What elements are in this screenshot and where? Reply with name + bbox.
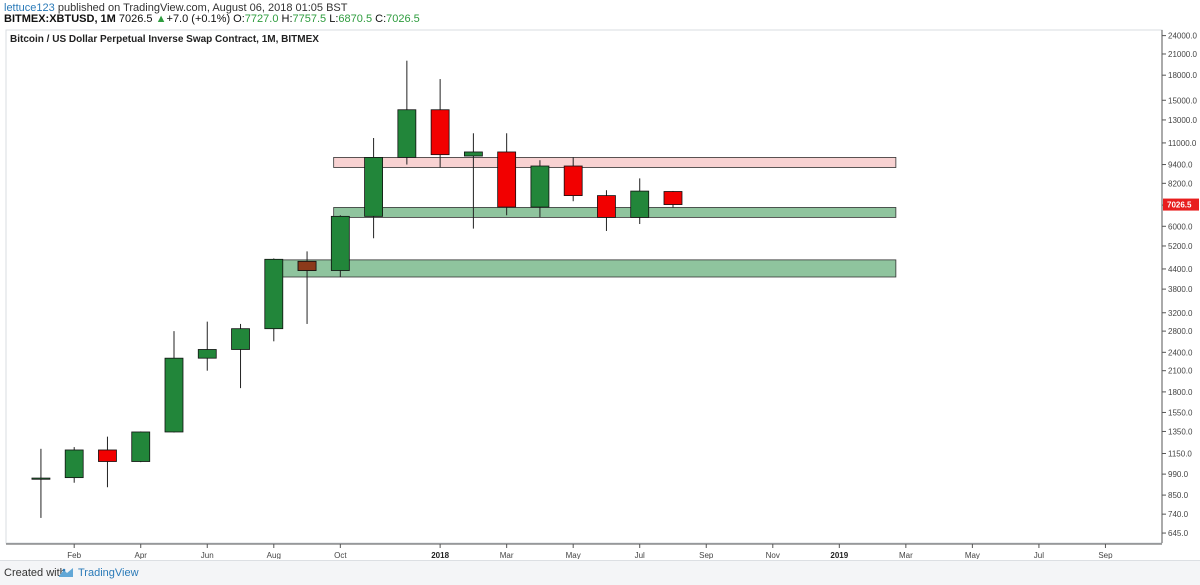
y-tick-label: 11000.0 (1168, 139, 1197, 148)
low-value: 6870.5 (338, 13, 373, 25)
tradingview-logo-icon[interactable] (58, 567, 74, 578)
open-value: 7727.0 (244, 13, 279, 25)
support-zone (268, 259, 897, 278)
candle-body[interactable] (164, 357, 184, 433)
candle-body[interactable] (64, 449, 84, 479)
chart-area[interactable]: 645.0 740.0 850.0 990.0 1150.0 1350.0 1550.0 18… (0, 26, 1200, 559)
candle-body[interactable] (630, 190, 650, 218)
last-price-tag-label: 7026.5 (1167, 201, 1192, 210)
x-tick-label: Jul (1034, 551, 1044, 559)
y-tick-label: 740.0 (1168, 510, 1189, 519)
candle-body[interactable] (131, 431, 151, 462)
candle-body[interactable] (231, 328, 250, 350)
candle-zone-overlap (297, 260, 317, 271)
candle-body[interactable] (663, 191, 683, 205)
candle-body[interactable] (597, 195, 616, 218)
x-tick-label: Aug (267, 551, 281, 559)
x-tick-label: Sep (1098, 551, 1113, 559)
low-label: L: (329, 13, 339, 25)
x-tick-label: Nov (766, 551, 780, 559)
y-tick-label: 5200.0 (1168, 242, 1193, 251)
candlestick-chart[interactable]: 645.0 740.0 850.0 990.0 1150.0 1350.0 1550.0 18… (0, 26, 1200, 559)
y-tick-label: 24000.0 (1168, 32, 1197, 41)
x-tick-label: Apr (135, 551, 148, 559)
y-tick-label: 15000.0 (1168, 96, 1197, 105)
y-tick-label: 1800.0 (1168, 388, 1193, 397)
candle-body[interactable] (31, 477, 51, 480)
y-tick-label: 6000.0 (1168, 222, 1193, 231)
close-label: C: (375, 13, 387, 25)
x-tick-label: May (566, 551, 581, 559)
candle-body[interactable] (364, 157, 383, 217)
y-tick-label: 2100.0 (1168, 367, 1193, 376)
close-value: 7026.5 (386, 13, 420, 25)
candle-body[interactable] (397, 109, 417, 158)
footer-bar: Created with TradingView (0, 560, 1200, 585)
candle-body[interactable] (98, 449, 117, 462)
plot-background (5, 29, 1163, 544)
y-tick-label: 850.0 (1168, 491, 1189, 500)
y-tick-label: 990.0 (1168, 470, 1189, 479)
last-price-tag (1163, 198, 1199, 211)
publish-info: lettuce123 published on TradingView.com,… (4, 2, 348, 14)
up-arrow-icon: ▲ (155, 13, 167, 25)
open-label: O: (233, 13, 245, 25)
x-tick-label: Sep (699, 551, 714, 559)
x-year-label: 2019 (830, 551, 848, 559)
x-tick-label: May (965, 551, 980, 559)
y-tick-label: 4400.0 (1168, 265, 1193, 274)
y-tick-label: 645.0 (1168, 529, 1189, 538)
y-tick-label: 9400.0 (1168, 161, 1193, 170)
x-tick-label: Mar (899, 551, 913, 559)
ohlc-legend: BITMEX:XBTUSD, 1M 7026.5 ▲+7.0 (+0.1%) O… (4, 13, 420, 25)
x-year-label: 2018 (431, 551, 449, 559)
high-label: H: (281, 13, 293, 25)
chart-header: lettuce123 published on TradingView.com,… (0, 0, 1200, 26)
candle-body[interactable] (430, 109, 450, 156)
y-tick-label: 1550.0 (1168, 408, 1193, 417)
y-tick-label: 3200.0 (1168, 309, 1193, 318)
x-tick-label: Feb (67, 551, 81, 559)
y-tick-label: 1150.0 (1168, 450, 1192, 459)
y-tick-label: 13000.0 (1168, 116, 1197, 125)
y-tick-label: 8200.0 (1168, 179, 1193, 188)
candle-body[interactable] (497, 151, 517, 208)
candle-body[interactable] (197, 349, 217, 359)
y-tick-label: 3800.0 (1168, 285, 1193, 294)
y-tick-label: 1350.0 (1168, 427, 1193, 436)
x-tick-label: Oct (334, 551, 347, 559)
candle-body[interactable] (530, 165, 550, 208)
tradingview-brand-link[interactable]: TradingView (78, 567, 139, 579)
published-text: published on TradingView.com, August 06,… (57, 2, 348, 14)
x-tick-label: Jul (635, 551, 645, 559)
y-tick-label: 21000.0 (1168, 50, 1197, 59)
created-with-text: Created with (4, 567, 66, 579)
symbol-label: BITMEX:XBTUSD, 1M (4, 13, 116, 25)
y-tick-label: 2400.0 (1168, 348, 1193, 357)
candle-body[interactable] (264, 258, 284, 330)
last-price: 7026.5 (118, 13, 153, 25)
resistance-zone (333, 157, 897, 168)
candle-body[interactable] (563, 165, 583, 196)
candle-body[interactable] (463, 151, 483, 157)
candle-body[interactable] (330, 215, 350, 271)
y-tick-label: 18000.0 (1168, 71, 1197, 80)
x-tick-label: Jun (201, 551, 214, 559)
chart-title: Bitcoin / US Dollar Perpetual Inverse Sw… (10, 34, 319, 45)
author-link[interactable]: lettuce123 (4, 2, 55, 14)
x-tick-label: Mar (500, 551, 514, 559)
change-value: +7.0 (+0.1%) (166, 13, 231, 25)
high-value: 7757.5 (292, 13, 327, 25)
y-tick-label: 2800.0 (1168, 327, 1193, 336)
